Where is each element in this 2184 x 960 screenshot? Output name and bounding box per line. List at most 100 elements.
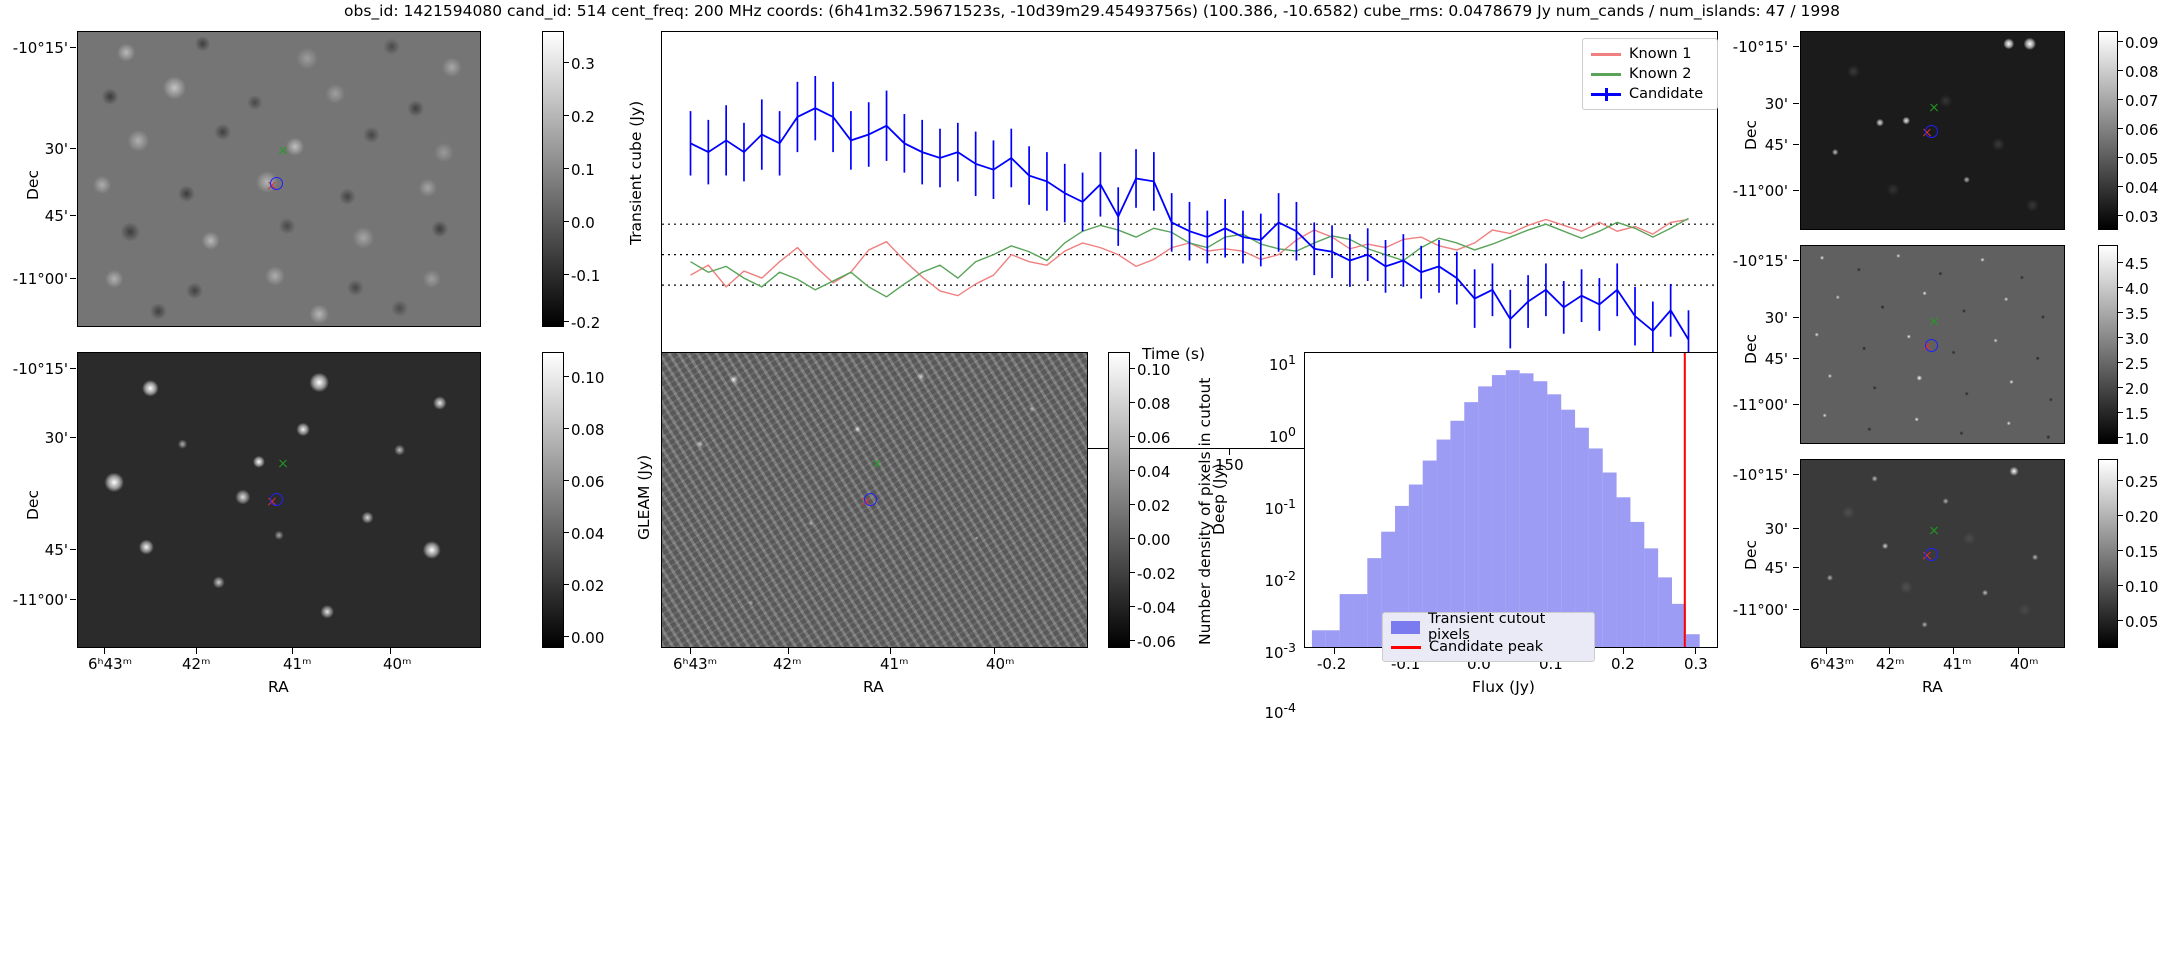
colorbar-tick-label: 0.08 xyxy=(571,421,605,439)
histogram-y-axis-label: Number density of pixels in cutout xyxy=(1196,377,1214,645)
dec-tick-label: -10°15' xyxy=(12,39,68,57)
colorbar-tick-label: 0.05 xyxy=(2125,613,2159,631)
rms-colorbar[interactable] xyxy=(2098,31,2118,230)
blue-circle-marker xyxy=(269,492,283,506)
flux-histogram-plot xyxy=(1311,353,1700,647)
rms-image[interactable] xyxy=(1800,31,2065,230)
tcg-colorbar[interactable] xyxy=(2098,459,2118,648)
hist-ytick-label: 10-2 xyxy=(1264,568,1296,590)
colorbar-tick-label: 0.20 xyxy=(2125,508,2159,526)
colorbar-tick-label: -0.2 xyxy=(571,314,601,332)
dec-tick-label: 30' xyxy=(1764,95,1788,113)
transient-cube-image[interactable] xyxy=(77,31,481,327)
ra-tick-label: 6ʰ43ᵐ xyxy=(1810,655,1855,673)
tcg-noise xyxy=(1801,460,2064,647)
colorbar-tick-label: 0.10 xyxy=(2125,578,2159,596)
colorbar-tick-label: 0.08 xyxy=(1137,395,1171,413)
deep-colorbar[interactable] xyxy=(1108,352,1130,648)
hist-ytick-label: 10-3 xyxy=(1264,640,1296,662)
ra-tick-label: 41ᵐ xyxy=(1943,655,1972,673)
colorbar-tick-label: -0.02 xyxy=(1137,565,1176,583)
deep-image[interactable] xyxy=(661,352,1088,648)
legend-row-cutout-pixels: Transient cutout pixels xyxy=(1391,611,1586,643)
hist-ytick-label: 101 xyxy=(1268,352,1296,374)
ra-tick-label: 42ᵐ xyxy=(773,655,802,673)
spike-colorbar[interactable] xyxy=(2098,245,2118,444)
colorbar-tick-label: 3.5 xyxy=(2125,305,2149,323)
colorbar-tick-label: 0.07 xyxy=(2125,92,2159,110)
histogram-axes[interactable] xyxy=(1304,352,1718,648)
ra-tick-label: 40ᵐ xyxy=(383,655,412,673)
dec-tick-label: -11°00' xyxy=(1732,182,1788,200)
dec-axis-label: Dec xyxy=(1742,334,1760,364)
ra-tick-label: 42ᵐ xyxy=(1876,655,1905,673)
blue-circle-marker xyxy=(1924,124,1938,138)
colorbar-tick-label: 2.5 xyxy=(2125,355,2149,373)
colorbar-tick-label: -0.06 xyxy=(1137,633,1176,651)
legend-label: Candidate xyxy=(1629,86,1704,102)
lightcurve-legend[interactable]: Known 1 Known 2 Candidate xyxy=(1582,38,1718,110)
colorbar-tick-label: 0.06 xyxy=(571,473,605,491)
colorbar-tick-label: -0.04 xyxy=(1137,599,1176,617)
dec-tick-label: -10°15' xyxy=(1732,38,1788,56)
colorbar-tick-label: 0.00 xyxy=(1137,531,1171,549)
transient-cube-colorbar-label: Transient cube (Jy) xyxy=(627,100,645,245)
tcg-image[interactable] xyxy=(1800,459,2065,648)
candidate-errorbar-swatch xyxy=(1591,87,1621,101)
colorbar-tick-label: 4.0 xyxy=(2125,280,2149,298)
legend-row-known1: Known 1 xyxy=(1591,44,1709,64)
ra-tick-label: 6ʰ43ᵐ xyxy=(673,655,718,673)
colorbar-tick-label: 3.0 xyxy=(2125,330,2149,348)
hist-xtick-label: 0.3 xyxy=(1684,655,1708,673)
blue-circle-marker xyxy=(863,492,877,506)
dec-axis-label: Dec xyxy=(1742,540,1760,570)
dec-tick-label: -11°00' xyxy=(1732,601,1788,619)
hist-xtick-label: -0.2 xyxy=(1317,655,1347,673)
ra-tick-label: 40ᵐ xyxy=(2010,655,2039,673)
colorbar-tick-label: 0.10 xyxy=(1137,361,1171,379)
cutout-pixels-color-patch xyxy=(1391,620,1420,634)
colorbar-tick-label: 0.03 xyxy=(2125,208,2159,226)
ra-tick-label: 41ᵐ xyxy=(880,655,909,673)
transient-cube-colorbar[interactable] xyxy=(542,31,564,327)
dec-tick-label: -10°15' xyxy=(1732,466,1788,484)
colorbar-tick-label: 0.05 xyxy=(2125,150,2159,168)
ra-tick-label: 42ᵐ xyxy=(182,655,211,673)
lightcurve-plot xyxy=(662,75,1717,369)
colorbar-tick-label: 0.04 xyxy=(571,525,605,543)
gleam-image[interactable] xyxy=(77,352,481,648)
gleam-colorbar[interactable] xyxy=(542,352,564,648)
histogram-legend[interactable]: Transient cutout pixels Candidate peak xyxy=(1382,611,1595,662)
legend-row-candidate-peak: Candidate peak xyxy=(1391,637,1586,657)
ra-axis-label: RA xyxy=(268,678,289,696)
hist-ytick-label: 10-4 xyxy=(1264,700,1296,722)
ra-axis-label: RA xyxy=(1922,678,1943,696)
dec-tick-label: 30' xyxy=(44,140,68,158)
figure-title: obs_id: 1421594080 cand_id: 514 cent_fre… xyxy=(344,2,1840,20)
legend-label: Known 1 xyxy=(1629,46,1692,62)
spike-image[interactable] xyxy=(1800,245,2065,444)
dec-tick-label: 30' xyxy=(44,429,68,447)
dec-tick-label: -10°15' xyxy=(12,360,68,378)
gleam-colorbar-label: GLEAM (Jy) xyxy=(635,454,653,540)
colorbar-tick-label: 0.0 xyxy=(571,214,595,232)
legend-label: Candidate peak xyxy=(1429,639,1544,655)
dec-axis-label: Dec xyxy=(24,490,42,520)
dec-tick-label: -11°00' xyxy=(12,591,68,609)
blue-circle-marker xyxy=(269,176,283,190)
ra-tick-label: 6ʰ43ᵐ xyxy=(88,655,133,673)
legend-label: Known 2 xyxy=(1629,66,1692,82)
blue-circle-marker xyxy=(1924,338,1938,352)
candidate-peak-color-swatch xyxy=(1391,645,1421,649)
colorbar-tick-label: 0.02 xyxy=(1137,497,1171,515)
colorbar-tick-label: 1.0 xyxy=(2125,430,2149,448)
colorbar-tick-label: 2.0 xyxy=(2125,380,2149,398)
colorbar-tick-label: 0.15 xyxy=(2125,543,2159,561)
dec-tick-label: -11°00' xyxy=(12,270,68,288)
dec-tick-label: 30' xyxy=(1764,520,1788,538)
hist-ytick-label: 100 xyxy=(1268,424,1296,446)
colorbar-tick-label: 0.25 xyxy=(2125,473,2159,491)
dec-tick-label: 45' xyxy=(44,207,68,225)
colorbar-tick-label: 0.10 xyxy=(571,369,605,387)
